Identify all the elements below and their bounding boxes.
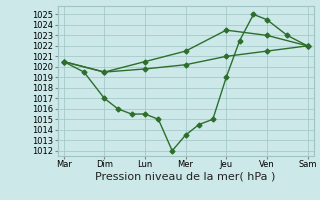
X-axis label: Pression niveau de la mer( hPa ): Pression niveau de la mer( hPa ) <box>95 172 276 182</box>
